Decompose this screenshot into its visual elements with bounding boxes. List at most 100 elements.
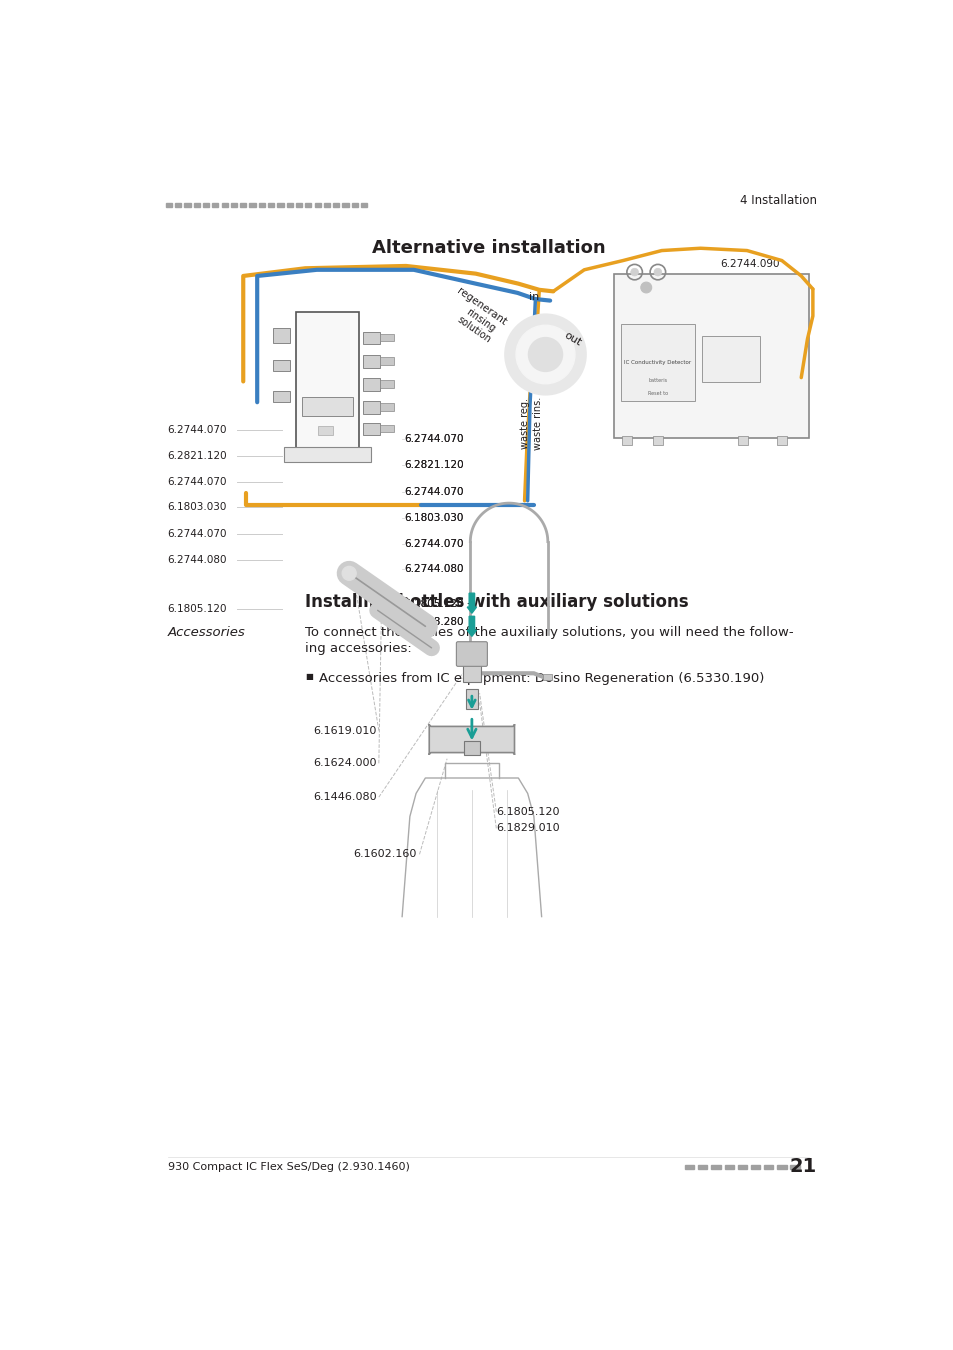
Circle shape [516, 325, 575, 383]
Text: 6.2744.070: 6.2744.070 [167, 477, 227, 487]
Bar [302, 397, 353, 416]
Text: 6.2744.070: 6.2744.070 [404, 486, 463, 497]
Bar [380, 379, 394, 387]
Text: 6.1803.030: 6.1803.030 [404, 513, 463, 522]
Bar [273, 360, 290, 371]
Text: 6.2744.070: 6.2744.070 [404, 433, 463, 444]
Text: in: in [528, 292, 538, 302]
Text: 6.2821.120: 6.2821.120 [167, 451, 227, 460]
Bar [763, 1165, 773, 1169]
Text: 6.1624.000: 6.1624.000 [313, 759, 376, 768]
Text: 6.2744.070: 6.2744.070 [167, 529, 227, 539]
Bar [777, 1165, 785, 1169]
Text: 6.2744.090: 6.2744.090 [720, 259, 779, 269]
Bar [221, 202, 228, 207]
FancyBboxPatch shape [613, 274, 808, 437]
Bar [777, 436, 785, 446]
Text: 6.2744.080: 6.2744.080 [404, 564, 463, 575]
Text: waste rins.: waste rins. [532, 397, 542, 451]
Bar [193, 202, 199, 207]
Text: 6.2821.120: 6.2821.120 [404, 460, 463, 470]
Bar [380, 356, 394, 365]
Text: 6.1829.010: 6.1829.010 [496, 824, 559, 833]
Text: ing accessories:: ing accessories: [305, 643, 412, 656]
Text: 6.2744.070: 6.2744.070 [167, 425, 227, 435]
Text: IC Conductivity Detector: IC Conductivity Detector [623, 360, 691, 366]
FancyBboxPatch shape [429, 724, 514, 755]
Text: Accessories from IC equipment: Dosino Regeneration (6.5330.190): Accessories from IC equipment: Dosino Re… [319, 672, 763, 684]
Text: To connect the bottles of the auxiliary solutions, you will need the follow-: To connect the bottles of the auxiliary … [305, 625, 793, 639]
Text: 6.2744.080: 6.2744.080 [404, 564, 463, 575]
Bar [258, 202, 265, 207]
Bar [268, 202, 274, 207]
Bar [464, 741, 479, 755]
Circle shape [505, 315, 585, 394]
Bar [203, 202, 209, 207]
Text: 6.2744.070: 6.2744.070 [404, 539, 463, 549]
Text: 930 Compact IC Flex SeS/Deg (2.930.1460): 930 Compact IC Flex SeS/Deg (2.930.1460) [168, 1162, 410, 1172]
FancyBboxPatch shape [456, 641, 487, 667]
Text: 6.2744.070: 6.2744.070 [404, 539, 463, 549]
Bar [711, 1165, 720, 1169]
FancyArrow shape [467, 593, 476, 613]
Bar [273, 328, 290, 343]
Bar [620, 324, 695, 401]
Bar [314, 202, 320, 207]
Bar [317, 427, 333, 435]
Bar [465, 690, 477, 709]
Text: 6.1803.030: 6.1803.030 [404, 513, 463, 522]
Circle shape [528, 338, 562, 371]
Text: 21: 21 [789, 1157, 816, 1176]
Bar [166, 202, 172, 207]
Text: 6.2744.080: 6.2744.080 [167, 555, 227, 564]
Bar [286, 202, 293, 207]
Bar [698, 1165, 707, 1169]
Bar [738, 436, 747, 446]
Bar [323, 202, 330, 207]
FancyBboxPatch shape [295, 312, 359, 459]
Text: ■: ■ [305, 672, 313, 680]
Text: batteris: batteris [648, 378, 667, 383]
Bar [363, 401, 380, 414]
Circle shape [342, 567, 355, 580]
Bar [284, 447, 371, 462]
Text: 6.2744.070: 6.2744.070 [404, 433, 463, 444]
Bar [380, 404, 394, 410]
Bar [380, 424, 394, 432]
Text: Alternative installation: Alternative installation [372, 239, 605, 256]
Text: 6.1602.160: 6.1602.160 [354, 849, 416, 860]
FancyArrow shape [467, 617, 476, 636]
Bar [363, 332, 380, 344]
Bar [212, 202, 218, 207]
Text: 6.1803.030: 6.1803.030 [167, 502, 227, 512]
Text: 6.2821.120: 6.2821.120 [404, 460, 463, 470]
Bar [380, 333, 394, 342]
Bar [249, 202, 255, 207]
Bar [333, 202, 339, 207]
Text: 4 Installation: 4 Installation [739, 193, 816, 207]
Bar [273, 390, 290, 402]
Bar [231, 202, 236, 207]
Circle shape [654, 269, 661, 275]
Bar [363, 423, 380, 435]
Text: 6.1805.120: 6.1805.120 [167, 603, 227, 614]
Bar [363, 355, 380, 367]
Text: out: out [562, 331, 582, 348]
Bar [240, 202, 246, 207]
Bar [295, 202, 302, 207]
Text: 6.1808.280: 6.1808.280 [404, 617, 463, 628]
Bar [305, 202, 311, 207]
Bar [360, 202, 367, 207]
Text: 6.1805.120 +: 6.1805.120 + [404, 599, 476, 609]
Bar [462, 664, 480, 682]
Bar [542, 674, 552, 680]
Bar [277, 202, 283, 207]
Circle shape [640, 282, 651, 293]
Text: regenerant: regenerant [455, 286, 508, 328]
Bar [174, 202, 181, 207]
Bar [653, 436, 661, 446]
Bar [342, 202, 348, 207]
Bar [701, 336, 760, 382]
Bar [790, 1165, 799, 1169]
Bar [352, 202, 357, 207]
